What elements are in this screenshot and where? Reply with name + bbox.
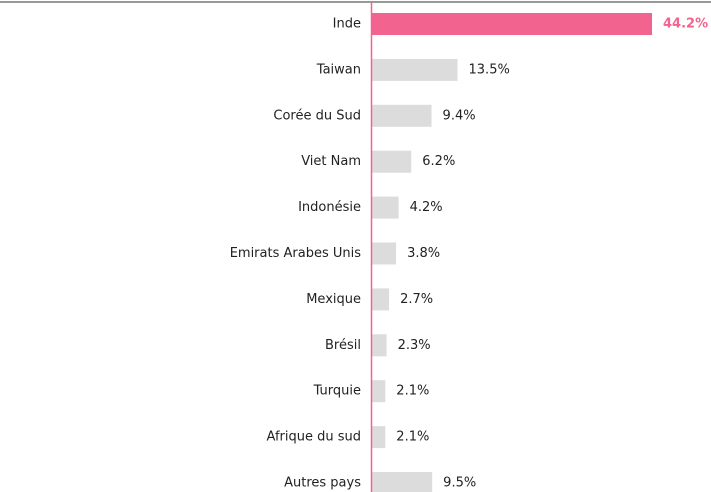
- category-label: Brésil: [325, 338, 361, 353]
- bar: [372, 13, 652, 35]
- value-label: 44.2%: [663, 17, 708, 32]
- bar: [372, 472, 433, 492]
- bar: [372, 150, 412, 173]
- bar: [372, 288, 390, 311]
- value-label: 2.3%: [398, 338, 431, 353]
- category-label: Taiwan: [316, 62, 361, 77]
- value-label: 6.2%: [422, 154, 455, 169]
- category-label: Corée du Sud: [273, 108, 361, 123]
- bar: [372, 58, 458, 81]
- category-label: Viet Nam: [301, 154, 361, 169]
- value-label: 13.5%: [469, 62, 510, 77]
- value-label: 4.2%: [410, 200, 443, 215]
- value-label: 2.1%: [396, 384, 429, 399]
- category-label: Emirats Arabes Unis: [230, 246, 362, 261]
- bar: [372, 426, 386, 449]
- value-label: 9.4%: [443, 108, 476, 123]
- bar: [372, 242, 397, 265]
- bar: [372, 104, 432, 127]
- value-label: 3.8%: [407, 246, 440, 261]
- category-label: Turquie: [313, 384, 361, 399]
- category-label: Indonésie: [298, 200, 361, 215]
- bar: [372, 380, 386, 403]
- bar: [372, 334, 387, 357]
- category-label: Inde: [333, 17, 361, 32]
- category-label: Mexique: [306, 292, 361, 307]
- bar: [372, 196, 399, 219]
- category-label: Autres pays: [284, 476, 361, 491]
- value-label: 2.7%: [400, 292, 433, 307]
- value-label: 2.1%: [396, 430, 429, 445]
- category-label: Afrique du sud: [267, 430, 361, 445]
- value-label: 9.5%: [443, 476, 476, 491]
